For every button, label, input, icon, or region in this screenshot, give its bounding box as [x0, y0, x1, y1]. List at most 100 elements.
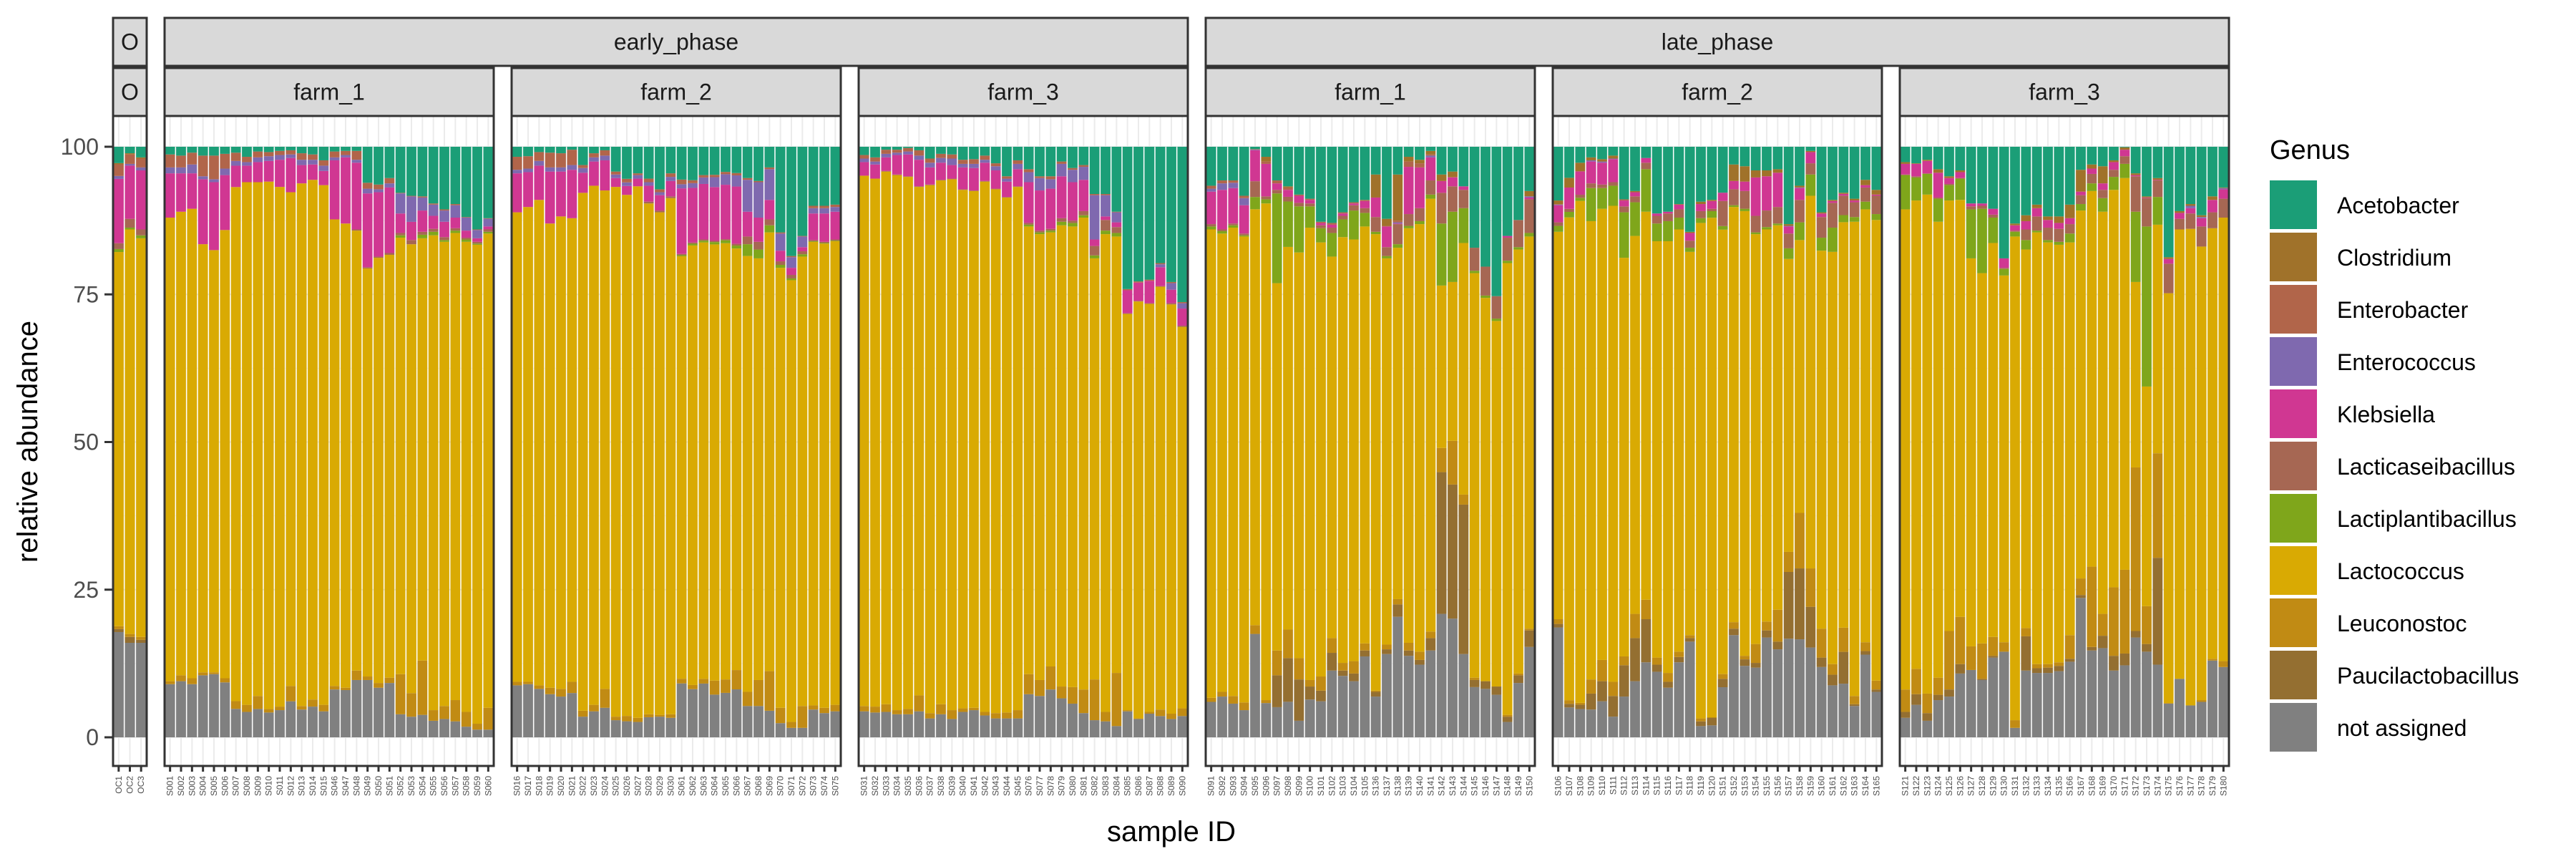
bar-segment-enterobacter [567, 150, 577, 165]
bar-S029 [655, 147, 665, 737]
bar-segment-klebsiella [209, 182, 219, 251]
bar-S124 [1933, 147, 1943, 737]
bar-segment-acetobacter [1155, 147, 1166, 263]
bar-segment-not-assigned [1283, 702, 1293, 737]
bar-segment-not-assigned [1177, 716, 1188, 737]
bar-segment-not-assigned [1250, 634, 1260, 737]
bar-segment-acetobacter [859, 147, 869, 155]
bar-segment-not-assigned [600, 707, 610, 737]
bar-segment-leuconostoc [275, 707, 285, 711]
bar-S005 [209, 147, 219, 737]
bar-segment-klebsiella [1101, 216, 1111, 220]
bar-segment-lactiplantibacillus [1228, 225, 1239, 228]
bar-segment-clostridium [1838, 193, 1849, 194]
bar-segment-not-assigned [892, 714, 902, 737]
x-tick-label: S096 [1261, 776, 1271, 796]
bar-segment-lacticaseibacillus [775, 261, 786, 265]
bar-segment-paucilactobacillus [2031, 668, 2042, 674]
x-tick-label: S144 [1458, 776, 1468, 796]
bar-segment-enterococcus [2196, 217, 2207, 218]
legend-item-not-assigned: not assigned [2270, 703, 2467, 752]
bar-segment-acetobacter [1783, 147, 1794, 225]
bar-segment-acetobacter [512, 147, 522, 157]
bar-segment-leuconostoc [1524, 629, 1535, 631]
bar-segment-not-assigned [2152, 664, 2163, 737]
bar-segment-enterococcus [688, 183, 698, 188]
bar-segment-lacticaseibacillus [1239, 233, 1249, 236]
bar-segment-enterobacter [665, 173, 676, 178]
bar-segment-enterobacter [318, 160, 329, 166]
bar-segment-lactococcus [1403, 228, 1414, 644]
x-tick-label: S131 [2010, 776, 2020, 796]
legend-item-leuconostoc: Leuconostoc [2270, 598, 2467, 647]
bar-segment-paucilactobacillus [2109, 656, 2119, 671]
bar-segment-klebsiella [1564, 187, 1574, 209]
bar-segment-lacticaseibacillus [1513, 220, 1523, 248]
bar-segment-lacticaseibacillus [1272, 190, 1282, 194]
bar-segment-leuconostoc [1729, 622, 1739, 629]
bar-segment-not-assigned [1469, 686, 1480, 737]
x-tick-label: S020 [556, 776, 566, 796]
bar-segment-acetobacter [1337, 147, 1348, 213]
bar-segment-acetobacter [253, 147, 263, 152]
bar-segment-acetobacter [1283, 147, 1293, 187]
bar-segment-paucilactobacillus [2076, 595, 2086, 598]
bar-segment-leuconostoc [936, 704, 946, 714]
bar-S076 [1023, 147, 1034, 737]
bar-segment-lactococcus [2021, 249, 2031, 629]
x-tick-label: S072 [797, 776, 807, 796]
bar-segment-leuconostoc [676, 679, 687, 684]
bar-segment-lacticaseibacillus [1619, 206, 1629, 213]
bar-segment-not-assigned [461, 727, 472, 737]
x-tick-label: S048 [351, 776, 361, 796]
bar-segment-clostridium [2064, 204, 2075, 218]
bar-segment-acetobacter [176, 147, 186, 156]
bar-segment-klebsiella [957, 167, 968, 190]
bar-segment-klebsiella [1805, 152, 1816, 164]
bar-S113 [1630, 147, 1640, 737]
bar-segment-enterococcus [253, 157, 263, 162]
x-tick-label: S073 [809, 776, 819, 796]
bar-segment-enterobacter [374, 184, 384, 190]
x-tick-label: S063 [698, 776, 708, 796]
bar-segment-klebsiella [296, 165, 307, 184]
bar-segment-paucilactobacillus [1491, 686, 1502, 695]
bar-segment-klebsiella [742, 211, 753, 237]
bar-segment-lactococcus [1370, 234, 1381, 691]
bar-segment-leuconostoc [914, 695, 924, 712]
bar-segment-leuconostoc [2031, 664, 2042, 669]
bar-segment-not-assigned [2109, 670, 2119, 737]
bar-segment-klebsiella [1013, 169, 1023, 187]
bar-segment-acetobacter [775, 147, 786, 233]
bar-segment-klebsiella [1828, 200, 1838, 203]
bar-segment-acetobacter [2054, 147, 2064, 217]
bar-segment-leuconostoc [439, 706, 449, 719]
bar-segment-paucilactobacillus [1619, 665, 1629, 697]
bar-segment-lacticaseibacillus [2109, 170, 2119, 178]
bar-segment-leuconostoc [1177, 708, 1188, 717]
x-tick-label: S012 [286, 776, 296, 796]
bar-segment-leuconostoc [1988, 636, 1999, 656]
bar-segment-leuconostoc [428, 710, 439, 721]
x-tick-label: S163 [1850, 776, 1860, 796]
bar-S093 [1228, 147, 1239, 737]
bar-segment-acetobacter [1177, 147, 1188, 302]
bar-segment-lacticaseibacillus [1608, 182, 1619, 186]
bar-segment-not-assigned [125, 643, 135, 737]
x-tick-label: S125 [1944, 776, 1954, 796]
bar-segment-acetobacter [113, 147, 124, 163]
bar-segment-not-assigned [1013, 718, 1023, 737]
bar-segment-lactococcus [428, 235, 439, 711]
bar-segment-not-assigned [688, 689, 698, 737]
bar-segment-klebsiella [1068, 182, 1078, 221]
panels [112, 115, 2230, 767]
bar-segment-enterobacter [870, 157, 880, 162]
x-tick-label: S025 [611, 776, 621, 796]
x-tick-label: S147 [1491, 776, 1501, 796]
bar-segment-klebsiella [2010, 225, 2020, 231]
panel-late_phase-farm_3 [1898, 115, 2230, 767]
bar-segment-enterococcus [1078, 167, 1089, 180]
bar-segment-lactococcus [2218, 218, 2229, 661]
bar-segment-lactococcus [351, 230, 362, 671]
bar-segment-klebsiella [924, 167, 935, 185]
